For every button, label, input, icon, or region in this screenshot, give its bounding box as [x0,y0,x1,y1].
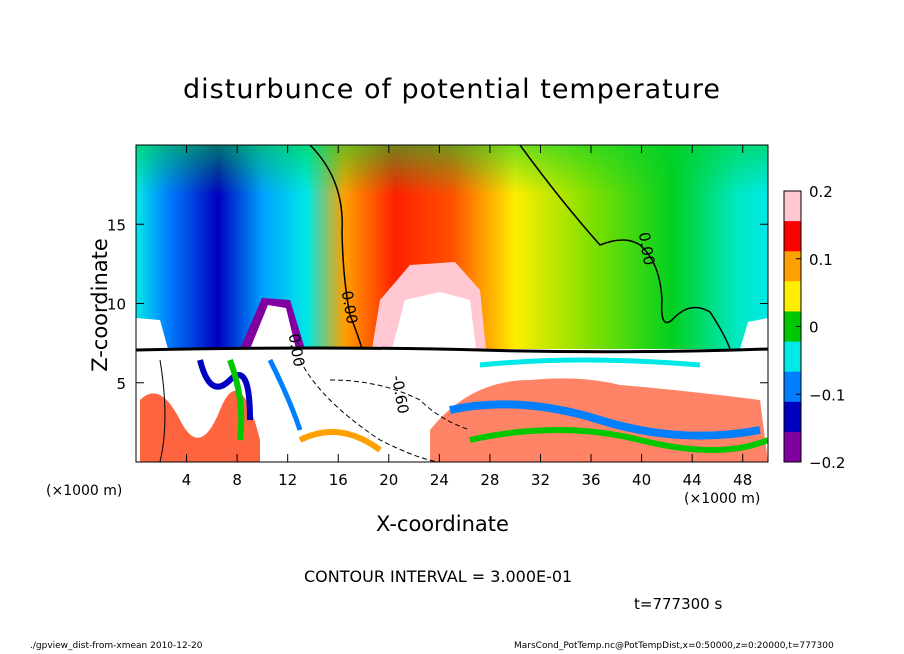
x-tick-label: 4 [182,471,192,489]
colorbar-tick-label: 0 [809,319,819,337]
x-tick-label: 8 [232,471,242,489]
colorbar-tick-label: −0.1 [809,386,845,404]
colorbar: 0.2 0.1 0 −0.1 −0.2 [783,183,845,472]
lower-green-band [469,427,768,453]
warm-core-center [392,292,476,349]
contour-label: 0.00 [338,289,362,325]
colorbar-tick-label: 0.1 [809,251,833,269]
x-axis-label: X-coordinate [376,512,509,536]
contour-interval-label: CONTOUR INTERVAL = 3.000E-01 [304,567,573,586]
x-tick-label: 16 [329,471,348,489]
contour-label: 0.00 [285,332,309,368]
upper-fade [136,145,768,195]
colorbar-segment [784,341,801,373]
x-tick-label: 44 [683,471,702,489]
x-tick-label: 28 [480,471,499,489]
cold-pocket-center [250,305,296,349]
contour-zero-right [519,144,731,350]
x-unit-label-right: (×1000 m) [684,491,761,507]
x-tick-label: 20 [379,471,398,489]
lower-cyan-band [479,357,701,368]
colorbar-segment [784,431,801,463]
y-tick-label: 5 [116,375,126,393]
lower-streak-4 [298,429,382,453]
lower-warm-patch-1 [140,390,260,462]
colorbar-segment [784,191,801,222]
colorbar-tick-label: 0.2 [809,183,833,201]
heatmap-field [136,145,768,462]
colorbar-segment [784,281,801,312]
contour-line-2 [299,359,441,462]
contour-line-1 [159,359,166,462]
contour-label: 0.00 [635,231,659,267]
x-ticks: 4 8 12 16 20 24 28 32 36 40 44 48 [182,145,752,489]
right-edge-patch [740,318,768,349]
time-label: t=777300 s [634,595,723,613]
lower-cold-streak-1 [197,359,253,421]
x-tick-label: 40 [632,471,651,489]
x-tick-label: 24 [430,471,449,489]
colorbar-segment [784,221,801,252]
x-tick-label: 32 [531,471,550,489]
x-tick-label: 36 [581,471,600,489]
colorbar-segment [784,371,801,403]
footer-data-source: MarsCond_PotTemp.nc@PotTempDist,x=0:5000… [514,641,834,651]
lower-cold-band [449,400,761,440]
contour-labels: 0.000.00-0.600.00 [285,231,659,416]
colorbar-segment [784,251,801,282]
lower-streak-2 [227,358,245,441]
colorbar-tick-label: −0.2 [809,454,845,472]
contour-zero-left [309,144,363,350]
x-tick-label: 12 [278,471,297,489]
x-tick-label: 48 [733,471,752,489]
y-tick-label: 15 [107,216,126,234]
x-unit-label-left: (×1000 m) [46,483,123,499]
contour-line-3 [329,379,471,431]
left-edge-patch [136,318,168,349]
colorbar-segment [784,401,801,433]
y-ticks: 5 10 15 [107,216,768,393]
footer-script-info: ./gpview_dist-from-xmean 2010-12-20 [30,641,203,651]
interface-contours [136,346,768,354]
y-tick-label: 10 [107,296,126,314]
colorbar-segment [784,311,801,343]
lower-streak-3 [267,358,303,431]
chart-title: disturbunce of potential temperature [183,74,721,105]
